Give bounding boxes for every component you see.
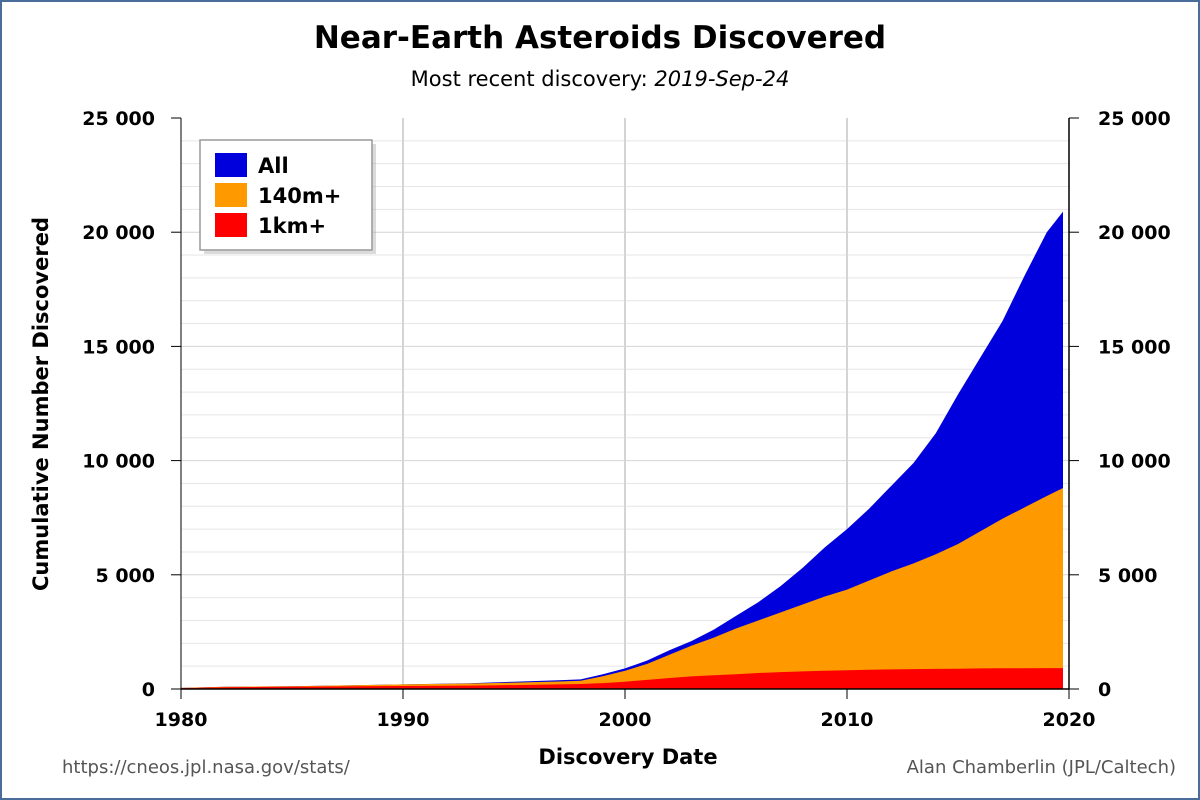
y-tick-label-right: 25 000 xyxy=(1098,108,1171,130)
chart-title: Near-Earth Asteroids Discovered xyxy=(314,20,886,56)
x-tick-label: 2000 xyxy=(599,709,652,731)
legend-swatch xyxy=(215,183,247,207)
chart-subtitle: Most recent discovery: 2019-Sep-24 xyxy=(411,67,790,91)
area-140m- xyxy=(181,488,1063,689)
legend-swatch xyxy=(215,213,247,237)
y-axis-label: Cumulative Number Discovered xyxy=(29,217,53,591)
area-1km- xyxy=(181,668,1063,689)
x-tick-label: 2020 xyxy=(1043,709,1096,731)
y-tick-label: 0 xyxy=(142,679,155,701)
x-tick-label: 1990 xyxy=(377,709,430,731)
x-tick-label: 1980 xyxy=(155,709,208,731)
legend: All 140m+ 1km+ xyxy=(199,139,376,254)
subtitle-date: 2019-Sep-24 xyxy=(654,67,789,91)
y-tick-label-right: 5 000 xyxy=(1098,565,1158,587)
x-tick-label: 2010 xyxy=(821,709,874,731)
y-tick-label: 5 000 xyxy=(96,565,156,587)
legend-label: 140m+ xyxy=(258,184,341,208)
y-axis-right-ticks: 0 5 000 10 000 15 000 20 000 25 000 xyxy=(1069,108,1171,701)
area-all xyxy=(181,211,1063,689)
legend-label: All xyxy=(258,154,289,178)
y-tick-label: 20 000 xyxy=(82,222,155,244)
area-series xyxy=(181,211,1063,689)
y-tick-label-right: 0 xyxy=(1098,679,1111,701)
x-axis-label: Discovery Date xyxy=(538,745,717,769)
y-tick-label: 15 000 xyxy=(82,336,155,358)
subtitle-prefix: Most recent discovery: xyxy=(411,67,655,91)
y-tick-label-right: 15 000 xyxy=(1098,336,1171,358)
legend-swatch xyxy=(215,153,247,177)
y-axis-left-ticks: 0 5 000 10 000 15 000 20 000 25 000 xyxy=(82,108,181,701)
y-tick-label-right: 10 000 xyxy=(1098,451,1171,473)
source-url: https://cneos.jpl.nasa.gov/stats/ xyxy=(62,757,351,778)
legend-label: 1km+ xyxy=(258,214,326,238)
y-tick-label: 10 000 xyxy=(82,451,155,473)
author-credit: Alan Chamberlin (JPL/Caltech) xyxy=(907,757,1176,778)
y-tick-label: 25 000 xyxy=(82,108,155,130)
y-tick-label-right: 20 000 xyxy=(1098,222,1171,244)
x-axis-ticks: 1980 1990 2000 2010 2020 xyxy=(155,689,1096,731)
